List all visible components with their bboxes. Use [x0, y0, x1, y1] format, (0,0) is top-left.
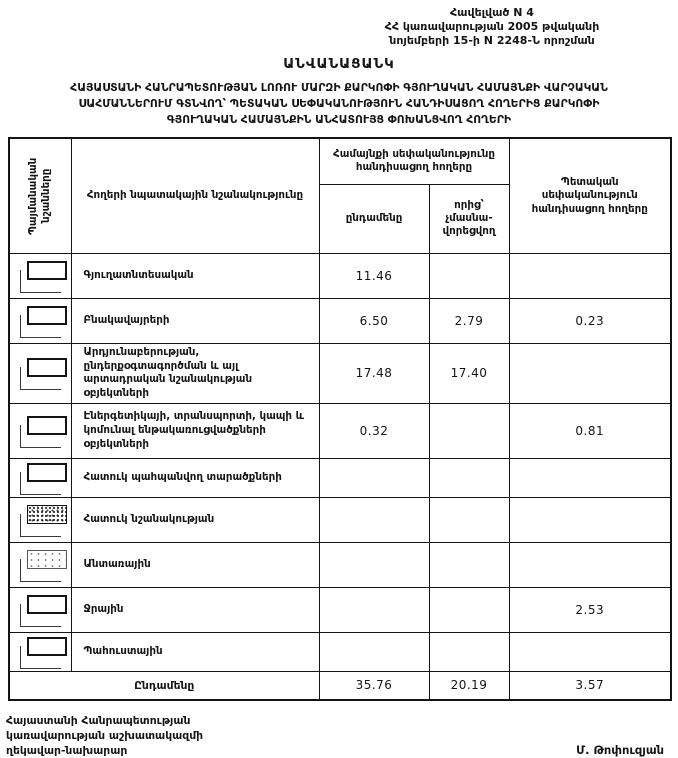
total-community-value: 35.76: [318, 671, 430, 701]
total-state-value: 3.57: [508, 671, 672, 701]
symbol-cell: [8, 403, 72, 460]
purpose-label: Հատուկ պահպանվող տարածքների: [70, 458, 320, 499]
table-row: Անտառային: [8, 542, 672, 589]
legend-symbol-icon: [27, 260, 67, 280]
symbol-cell: [8, 497, 72, 544]
column-header-state: Պետական սեփականություն հանդիսացող հողերը: [508, 137, 672, 254]
annex-reference: Հավելված N 4 ՀՀ կառավարության 2005 թվակա…: [384, 6, 600, 47]
legend-symbol-icon: [27, 463, 67, 483]
nonprivatizable-value: [428, 403, 510, 460]
table-row: Ջրային 2.53: [8, 587, 672, 634]
purpose-label: Արդյունաբերության, ընդերքօգտագործման և ա…: [70, 342, 320, 405]
community-total-value: 6.50: [318, 297, 430, 344]
symbol-cell: [8, 252, 72, 299]
column-header-nonprivatizable: որից՝ չմասնա- վորեցվող: [428, 183, 510, 254]
purpose-label: Հատուկ նշանակության: [70, 497, 320, 544]
community-total-value: [318, 497, 430, 544]
community-total-value: 17.48: [318, 342, 430, 405]
page-title: ԱՆՎԱՆԱՑԱՆԿ: [283, 56, 395, 73]
community-total-value: [318, 632, 430, 673]
legend-symbol-hatched-icon: [27, 505, 67, 525]
legend-symbol-icon: [27, 358, 67, 378]
legend-symbol-icon: [27, 416, 67, 436]
symbol-cell: [8, 458, 72, 499]
table-header-row-2: ընդամենը որից՝ չմասնա- վորեցվող: [9, 183, 671, 254]
nonprivatizable-value: [428, 542, 510, 589]
nonprivatizable-value: [428, 458, 510, 499]
document-subtitle: ՀԱՅԱՍՏԱՆԻ ՀԱՆՐԱՊԵՏՈՒԹՅԱՆ ԼՈՌՈՒ ՄԱՐԶԻ ՔԱՐ…: [70, 81, 608, 126]
community-total-value: 11.46: [318, 252, 430, 299]
symbol-cell: [8, 632, 72, 673]
community-total-value: 0.32: [318, 403, 430, 460]
legend-symbol-icon: [27, 595, 67, 615]
nonprivatizable-value: [428, 632, 510, 673]
table-total-row: Ընդամենը 35.76 20.19 3.57: [8, 671, 672, 701]
table-row: Բնակավայրերի 6.50 2.79 0.23: [8, 297, 672, 344]
total-nonprivatizable-value: 20.19: [428, 671, 510, 701]
state-value: [508, 252, 672, 299]
column-header-purpose: Հողերի նպատակային նշանակությունը: [70, 137, 320, 254]
purpose-label: Ջրային: [70, 587, 320, 634]
legend-symbol-icon: [27, 305, 67, 325]
state-value: 0.23: [508, 297, 672, 344]
purpose-label: Էներգետիկայի, տրանսպորտի, կապի և կոմունա…: [70, 403, 320, 460]
legend-symbol-dotted-icon: [27, 550, 67, 570]
column-header-community-total: ընդամենը: [318, 183, 430, 254]
purpose-label: Պահուստային: [70, 632, 320, 673]
state-value: [508, 632, 672, 673]
table-header-row-1: Պայմանական նշանները Հողերի նպատակային նշ…: [8, 137, 672, 254]
community-total-value: [318, 542, 430, 589]
community-total-value: [318, 587, 430, 634]
purpose-label: Բնակավայրերի: [70, 297, 320, 344]
land-table: Պայմանական նշանները Հողերի նպատակային նշ…: [8, 137, 672, 701]
state-value: [508, 342, 672, 405]
nonprivatizable-value: 2.79: [428, 297, 510, 344]
state-value: 2.53: [508, 587, 672, 634]
signatory-name: Մ. Թոփուզյան: [576, 743, 664, 758]
table-row: Պահուստային: [8, 632, 672, 673]
total-label: Ընդամենը: [8, 671, 320, 701]
symbol-cell: [8, 297, 72, 344]
table-row: Գյուղատնտեսական 11.46: [8, 252, 672, 299]
table-row: Հատուկ նշանակության: [8, 497, 672, 544]
nonprivatizable-value: [428, 587, 510, 634]
table-row: Էներգետիկայի, տրանսպորտի, կապի և կոմունա…: [8, 403, 672, 460]
community-total-value: [318, 458, 430, 499]
legend-symbol-icon: [27, 637, 67, 657]
state-value: 0.81: [508, 403, 672, 460]
symbol-cell: [8, 587, 72, 634]
purpose-label: Անտառային: [70, 542, 320, 589]
table-row: Հատուկ պահպանվող տարածքների: [8, 458, 672, 499]
nonprivatizable-value: 17.40: [428, 342, 510, 405]
nonprivatizable-value: [428, 497, 510, 544]
document-footer: Հայաստանի Հանրապետության կառավարության ա…: [6, 713, 664, 758]
table-row: Արդյունաբերության, ընդերքօգտագործման և ա…: [8, 342, 672, 405]
state-value: [508, 542, 672, 589]
nonprivatizable-value: [428, 252, 510, 299]
column-header-community: Համայնքի սեփականությունը հանդիսացող հողե…: [318, 137, 510, 185]
symbol-cell: [8, 342, 72, 405]
purpose-label: Գյուղատնտեսական: [70, 252, 320, 299]
state-value: [508, 458, 672, 499]
column-header-symbols-label: Պայմանական նշանները: [27, 157, 53, 235]
state-value: [508, 497, 672, 544]
symbol-cell: [8, 542, 72, 589]
signatory-title: Հայաստանի Հանրապետության կառավարության ա…: [6, 713, 204, 757]
column-header-symbols: Պայմանական նշանները: [8, 137, 72, 254]
